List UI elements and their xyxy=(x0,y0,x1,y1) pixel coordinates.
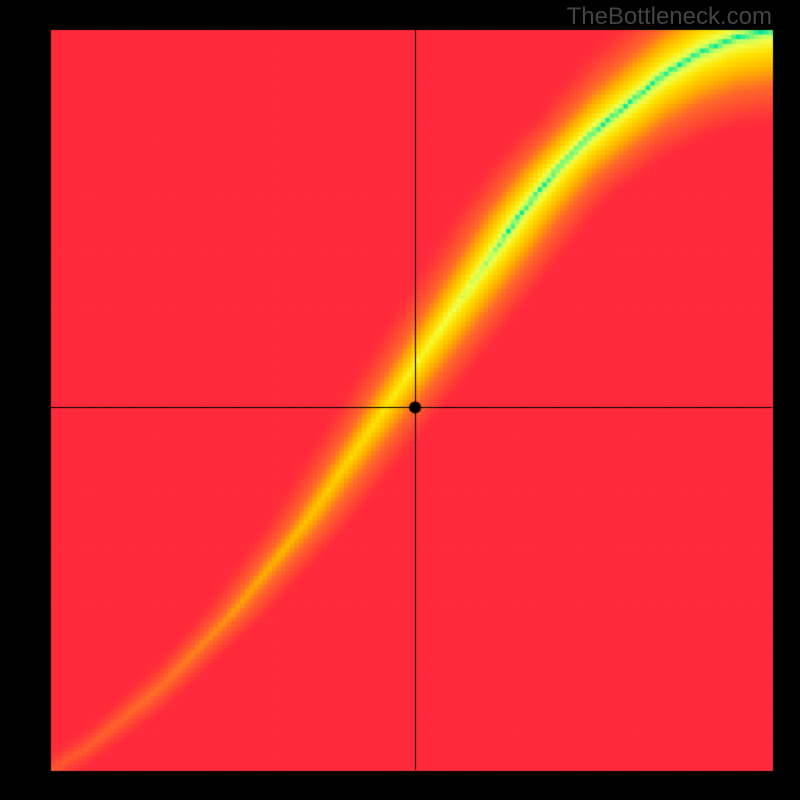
bottleneck-heatmap xyxy=(0,0,800,800)
watermark-text: TheBottleneck.com xyxy=(567,3,772,31)
